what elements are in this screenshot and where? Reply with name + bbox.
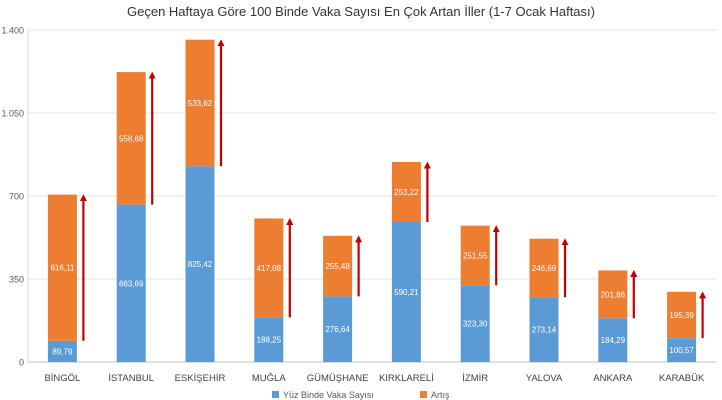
bar-increase [460, 225, 490, 286]
x-tick-label: MUĞLA [252, 373, 286, 384]
data-label-base: 188,25 [257, 336, 282, 345]
bar-increase [116, 72, 146, 205]
x-tick-label: İSTANBUL [108, 373, 154, 384]
bar-increase [254, 218, 284, 318]
data-label-increase: 558,68 [119, 134, 144, 143]
data-label-increase: 201,86 [601, 290, 626, 299]
data-label-base: 100,57 [669, 346, 694, 355]
data-label-base: 663,69 [119, 279, 144, 288]
bar-base [667, 338, 697, 362]
data-label-base: 590,21 [394, 288, 419, 297]
bar-increase [185, 39, 215, 167]
x-tick-label: ANKARA [593, 373, 633, 384]
data-label-increase: 616,11 [50, 264, 74, 273]
y-tick-label: 700 [9, 192, 24, 202]
y-tick-label: 0 [19, 358, 24, 368]
data-label-increase: 251,55 [463, 252, 488, 261]
bar-base [116, 204, 146, 362]
data-label-base: 323,30 [463, 320, 488, 329]
data-label-increase: 246,69 [532, 264, 557, 273]
y-tick-label: 1.050 [1, 109, 24, 119]
x-tick-label: YALOVA [526, 373, 563, 384]
x-tick-label: KIRKLARELİ [379, 373, 434, 384]
data-label-increase: 253,22 [394, 188, 419, 197]
data-label-increase: 533,62 [188, 99, 213, 108]
bar-increase [47, 194, 77, 341]
data-label-base: 89,79 [52, 347, 73, 356]
data-label-base: 184,29 [601, 336, 626, 345]
bar-base [529, 297, 559, 362]
data-label-increase: 195,39 [669, 311, 694, 320]
bar-base [598, 318, 628, 362]
x-tick-label: İZMİR [462, 373, 488, 384]
legend-label-base: Yüz Binde Vaka Sayısı [283, 390, 374, 400]
bar-base [460, 285, 490, 362]
bar-increase [598, 270, 628, 319]
bar-base [391, 222, 421, 362]
x-tick-label: KARABÜK [659, 373, 705, 384]
y-tick-label: 1.400 [1, 26, 24, 36]
bar-increase [667, 291, 697, 339]
data-label-base: 273,14 [532, 326, 557, 335]
data-label-increase: 417,08 [257, 264, 282, 273]
x-tick-label: GÜMÜŞHANE [307, 373, 369, 384]
data-label-increase: 255,48 [325, 262, 350, 271]
legend-swatch-increase [420, 391, 427, 398]
y-tick-label: 350 [9, 275, 24, 285]
bar-increase [529, 238, 559, 298]
legend-label-increase: Artış [431, 390, 450, 400]
legend-swatch-base [272, 391, 279, 398]
bar-base [185, 166, 215, 362]
bar-base [254, 317, 284, 362]
data-label-base: 825,42 [188, 260, 213, 269]
x-tick-label: BİNGÖL [44, 373, 80, 384]
bar-base [323, 296, 353, 362]
bar-increase [391, 161, 421, 223]
bar-base [47, 340, 77, 362]
bar-increase [323, 235, 353, 297]
data-label-base: 276,64 [325, 325, 350, 334]
chart-title: Geçen Haftaya Göre 100 Binde Vaka Sayısı… [127, 4, 595, 19]
x-tick-label: ESKİŞEHİR [175, 373, 226, 384]
